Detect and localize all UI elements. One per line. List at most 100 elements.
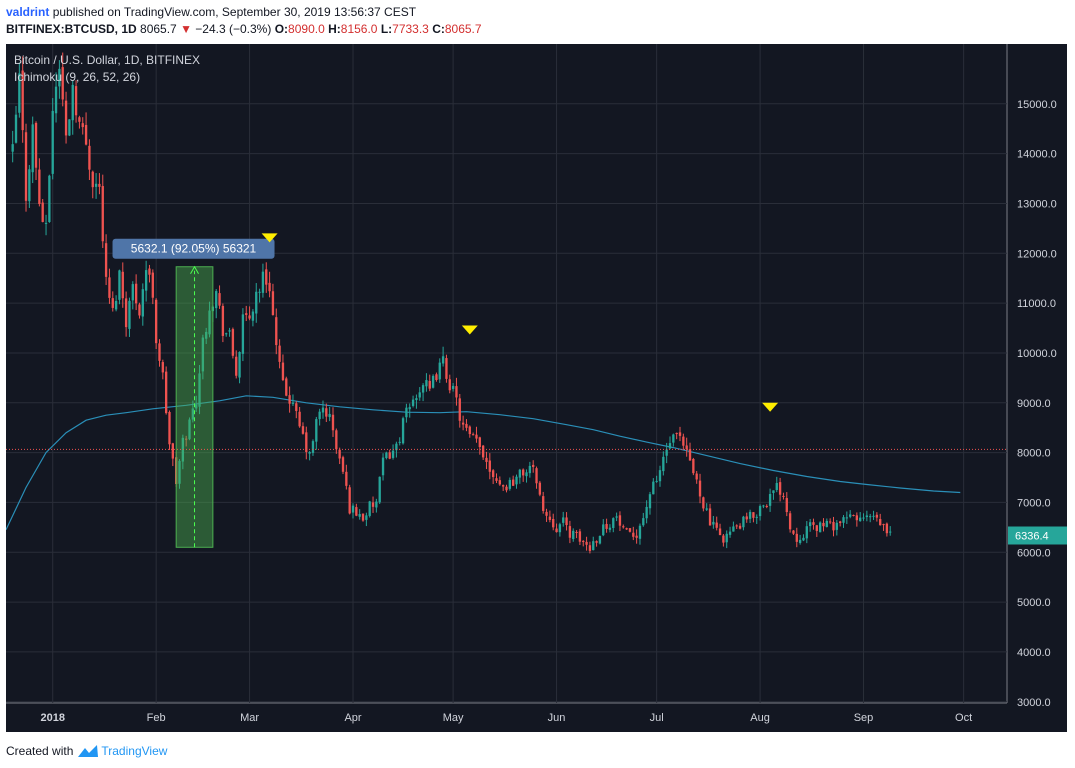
candle-body bbox=[648, 494, 652, 509]
candle-body bbox=[578, 531, 582, 542]
candle-body bbox=[778, 482, 782, 495]
candle-body bbox=[48, 175, 51, 223]
candle-body bbox=[542, 496, 545, 511]
candle-body bbox=[792, 530, 795, 534]
candle-body bbox=[552, 518, 555, 528]
footer: Created with TradingView bbox=[6, 742, 167, 760]
candle-body bbox=[855, 515, 859, 521]
candle-body bbox=[265, 269, 268, 285]
candle-body bbox=[465, 423, 468, 428]
x-tick-label: Oct bbox=[955, 712, 972, 724]
candle-body bbox=[885, 523, 889, 534]
candle-body bbox=[662, 456, 665, 472]
candle-body bbox=[18, 73, 21, 113]
candle-body bbox=[882, 524, 885, 526]
candle-body bbox=[241, 314, 245, 354]
candle-body bbox=[291, 402, 295, 404]
candle-body bbox=[228, 330, 231, 332]
candle-body bbox=[441, 356, 445, 364]
published-text: published on TradingView.com, September … bbox=[52, 5, 417, 19]
x-tick-label: Feb bbox=[147, 712, 166, 724]
candle-body bbox=[775, 483, 778, 490]
candle-body bbox=[318, 411, 321, 420]
candle-body bbox=[425, 380, 428, 387]
candle-body bbox=[41, 202, 44, 222]
candle-body bbox=[535, 468, 538, 484]
candle-body bbox=[475, 434, 478, 439]
candle-body bbox=[612, 518, 615, 528]
candle-body bbox=[185, 438, 188, 440]
candle-body bbox=[161, 362, 164, 373]
candle-body bbox=[532, 464, 535, 467]
candle-body bbox=[251, 311, 255, 321]
candle-body bbox=[795, 533, 798, 542]
last-price-badge bbox=[1008, 526, 1067, 545]
candle-body bbox=[215, 291, 218, 309]
candle-body bbox=[708, 508, 712, 526]
candle-body bbox=[68, 119, 71, 136]
candle-body bbox=[191, 408, 195, 420]
marker-triangle-icon bbox=[261, 233, 278, 243]
candle-body bbox=[225, 333, 228, 335]
candle-body bbox=[14, 114, 18, 143]
x-tick-label: Sep bbox=[854, 712, 874, 724]
candle-body bbox=[722, 535, 725, 543]
time-axis[interactable] bbox=[6, 703, 1067, 732]
candle-body bbox=[728, 531, 732, 535]
price-axis[interactable] bbox=[1007, 44, 1067, 703]
candle-body bbox=[485, 457, 488, 462]
candle-body bbox=[501, 485, 505, 487]
candle-body bbox=[838, 521, 842, 524]
grid bbox=[6, 44, 1007, 703]
created-with-text: Created with bbox=[6, 744, 74, 758]
candle-body bbox=[852, 515, 855, 517]
y-tick-label: 3000.0 bbox=[1017, 697, 1051, 709]
legend-indicator[interactable]: Ichimoku (9, 26, 52, 26) bbox=[14, 70, 140, 84]
measure-tool[interactable]: 5632.1 (92.05%) 56321 bbox=[112, 238, 275, 548]
candle-body bbox=[205, 331, 208, 339]
candle-body bbox=[702, 497, 705, 509]
candle-body bbox=[678, 432, 682, 436]
candle-body bbox=[245, 313, 248, 315]
candle-body bbox=[28, 169, 31, 202]
candle-body bbox=[785, 498, 788, 513]
candle-body bbox=[391, 450, 395, 458]
candle-body bbox=[869, 516, 872, 518]
tradingview-brand[interactable]: TradingView bbox=[101, 744, 168, 758]
candle-body bbox=[762, 505, 765, 507]
candle-body bbox=[88, 145, 91, 170]
candle-body bbox=[218, 293, 221, 306]
chart-header: valdrint published on TradingView.com, S… bbox=[6, 4, 1066, 40]
candle-body bbox=[682, 436, 685, 446]
candle-body bbox=[134, 283, 138, 304]
candle-body bbox=[268, 282, 271, 292]
candle-body bbox=[471, 434, 475, 436]
candle-body bbox=[38, 169, 41, 205]
candle-body bbox=[675, 432, 678, 434]
candle-body bbox=[565, 517, 568, 526]
candle-body bbox=[114, 300, 118, 310]
candle-body bbox=[835, 522, 838, 530]
candle-body bbox=[195, 404, 198, 409]
candle-body bbox=[411, 399, 415, 406]
candle-body bbox=[605, 523, 608, 529]
candle-body bbox=[248, 315, 251, 319]
candle-body bbox=[608, 527, 612, 530]
chart-area[interactable]: 5632.1 (92.05%) 56321 15000.0 14000.0 1300… bbox=[6, 44, 1067, 732]
candle-body bbox=[715, 522, 718, 528]
candle-body bbox=[388, 452, 391, 459]
candle-body bbox=[51, 110, 54, 174]
price-chart[interactable]: 5632.1 (92.05%) 56321 15000.0 14000.0 1300… bbox=[6, 44, 1067, 732]
candle-body bbox=[822, 522, 825, 527]
candle-body bbox=[765, 505, 768, 507]
author-name[interactable]: valdrint bbox=[6, 5, 50, 19]
candle-body bbox=[782, 495, 785, 497]
candle-body bbox=[828, 521, 832, 523]
candle-body bbox=[131, 284, 134, 301]
candles bbox=[11, 52, 892, 554]
legend-instrument[interactable]: Bitcoin / U.S. Dollar, 1D, BITFINEX bbox=[14, 53, 200, 67]
candle-body bbox=[491, 470, 495, 478]
candle-body bbox=[512, 479, 515, 486]
candle-body bbox=[421, 385, 425, 393]
y-tick-label: 11000.0 bbox=[1017, 298, 1056, 310]
